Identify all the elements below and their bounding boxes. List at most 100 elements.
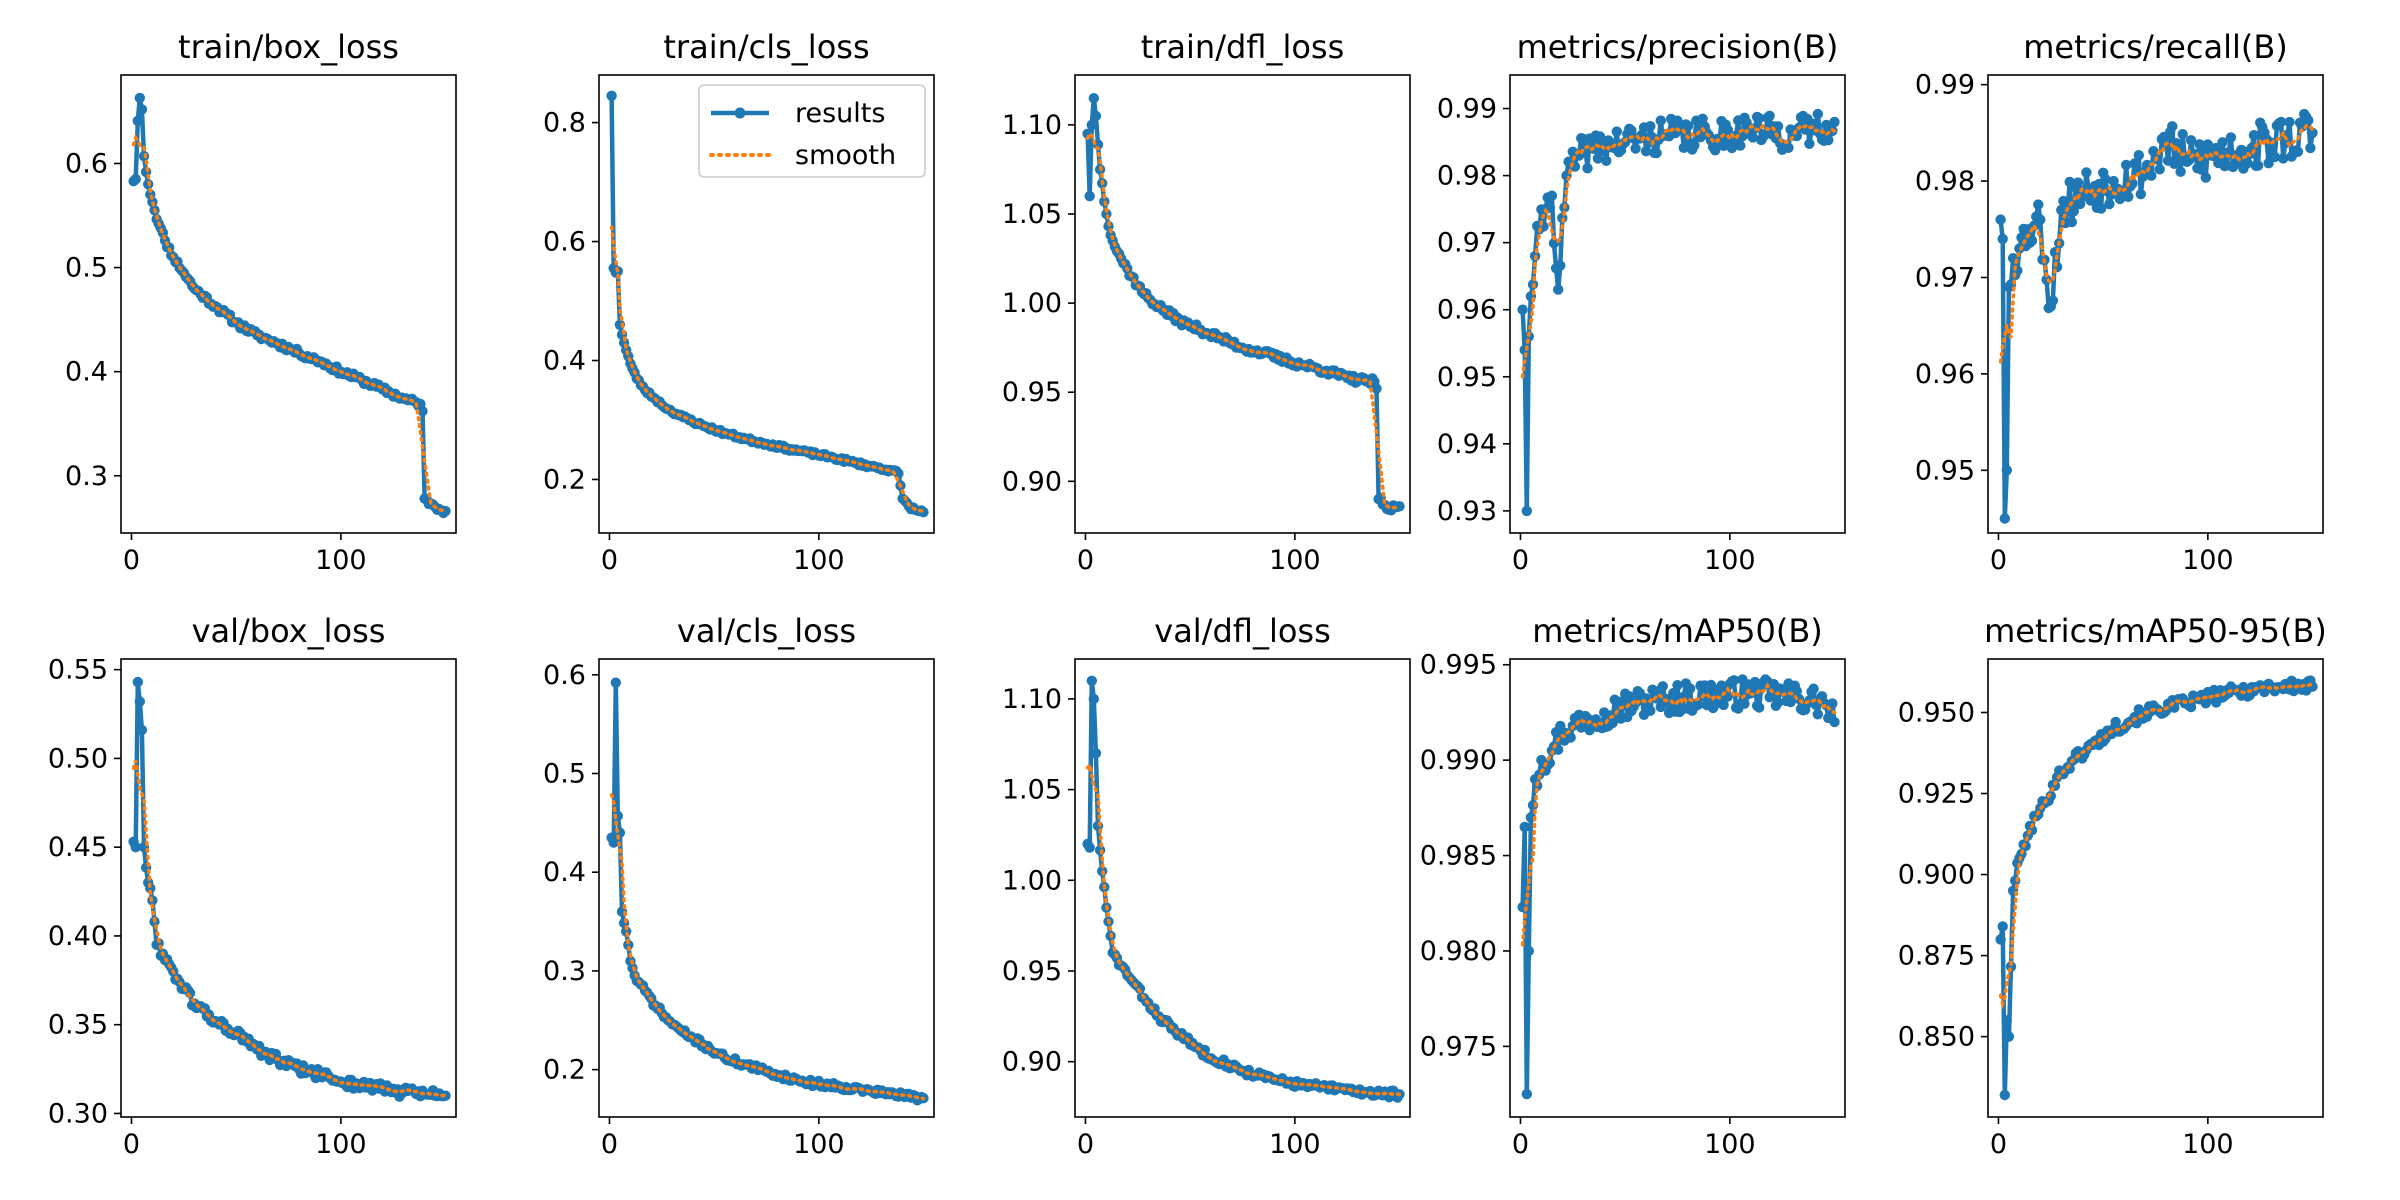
results-point [2066,216,2077,228]
results-point [2242,158,2253,169]
y-tick-label: 0.90 [1002,1047,1062,1078]
results-point [1783,142,1794,153]
axes-frame [1987,658,2324,1118]
axes-frame [1074,658,1411,1118]
y-tick-label: 0.6 [65,148,108,179]
results-point [2085,195,2096,206]
results-point [1672,680,1683,691]
results-point [1999,513,2011,524]
results-point [1086,119,1098,131]
y-tick-label: 0.875 [1898,941,1975,972]
results-point [2169,158,2180,169]
results-point [2146,170,2157,181]
results-point [2177,129,2188,140]
smooth-series-line [131,760,448,1098]
results-point [130,173,141,185]
plot-area [1995,108,2318,524]
results-point [1812,108,1824,120]
y-tick-label: 0.95 [1002,377,1062,408]
results-point [1624,691,1635,702]
y-tick-label: 0.95 [1437,362,1497,393]
results-point [2001,1015,2013,1026]
results-point [1764,110,1775,122]
results-point [2047,295,2059,306]
results-point [2175,166,2186,177]
results-point [1645,705,1656,716]
results-point [2284,116,2295,128]
results-point [1517,304,1528,315]
results-point [1620,136,1631,148]
results-point [1371,383,1382,394]
y-tick-label: 0.40 [48,921,108,952]
results-point [2303,115,2314,126]
results-point [440,505,451,517]
results-point [1565,732,1576,743]
smooth-series-line [1520,123,1837,379]
panel-title: val/dfl_loss [1154,612,1331,650]
subplot: val/dfl_loss 0 100 0.90 0.95 1.00 1.05 1.10 [1002,612,1411,1160]
smooth-series-line [609,225,926,513]
results-point [2104,198,2115,210]
results-point [1651,147,1662,159]
x-tick-label: 0 [601,1129,618,1160]
subplot: train/cls_loss 0 100 0.2 0.4 0.6 0.8 results smo… [543,28,935,576]
y-tick-label: 0.3 [65,461,108,492]
y-tick-label: 0.35 [48,1010,108,1041]
results-point [1684,683,1696,694]
results-point [417,406,428,417]
results-point [1523,945,1535,957]
y-tick-label: 1.05 [1002,775,1062,806]
results-point [1754,113,1765,124]
y-tick-label: 0.93 [1437,496,1497,527]
results-point [1764,692,1775,703]
results-point [2074,198,2086,210]
y-tick-label: 0.30 [48,1098,108,1129]
results-point [1754,702,1765,713]
y-tick-label: 1.05 [1002,199,1062,230]
smooth-series-line [1085,130,1402,510]
results-point [1735,140,1746,151]
smooth-series-line [1520,682,1837,947]
results-point [1611,126,1623,137]
results-point [1718,699,1729,711]
results-point [136,724,148,736]
legend-results-marker [734,107,746,119]
y-tick-label: 0.995 [1420,650,1497,681]
results-point [2127,178,2138,189]
axes-frame [598,74,935,534]
results-point [1090,110,1102,122]
y-tick-label: 0.8 [543,108,586,139]
smooth-series-line [1998,123,2315,364]
results-point [2217,137,2228,148]
results-point [2154,164,2165,175]
results-point [2292,146,2304,157]
x-tick-label: 0 [123,1129,140,1160]
results-point [2001,465,2013,476]
results-point [2269,151,2280,163]
results-point [893,468,904,479]
results-point [134,696,145,707]
panel-title: train/dfl_loss [1141,28,1345,66]
y-tick-label: 0.900 [1898,860,1975,891]
y-tick-label: 0.99 [1915,70,1975,101]
results-point [2095,203,2107,214]
y-tick-label: 0.3 [543,956,586,987]
panel-title: metrics/precision(B) [1517,28,1839,66]
y-tick-label: 1.10 [1002,684,1062,715]
y-tick-label: 0.94 [1437,429,1497,460]
results-point [2123,191,2134,202]
x-tick-label: 100 [1704,545,1756,576]
results-point [1827,698,1838,709]
legend-results-label: results [795,98,885,129]
results-point [1630,143,1641,154]
plot-area [128,92,451,519]
panel-title: val/cls_loss [677,612,856,650]
x-tick-label: 0 [1990,545,2007,576]
subplot: metrics/mAP50-95(B) 0 100 0.850 0.875 0.900 0.… [1898,612,2327,1160]
results-point [1804,138,1815,149]
results-point [136,104,148,115]
results-point [1088,693,1100,705]
panel-title: train/box_loss [178,28,399,66]
results-point [1521,505,1533,517]
